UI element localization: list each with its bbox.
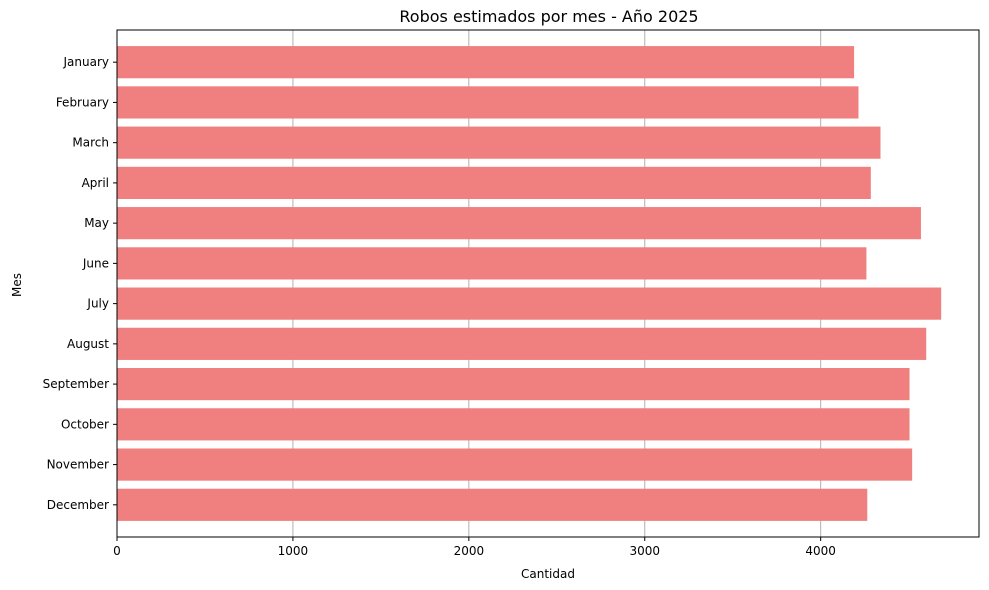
x-tick-label: 1000 [278, 544, 309, 558]
y-tick-label: September [43, 377, 109, 391]
x-tick-label: 4000 [805, 544, 836, 558]
y-axis-label: Mes [10, 273, 24, 297]
x-tick-label: 0 [113, 544, 121, 558]
bar [117, 327, 927, 360]
y-tick-label: June [82, 256, 109, 270]
bar [117, 287, 942, 320]
bar [117, 207, 921, 240]
ticks: 0 1000 2000 3000 4000 January February March Apr… [43, 55, 836, 558]
y-tick-label: November [47, 458, 109, 472]
bars [117, 46, 942, 521]
bar [117, 46, 855, 79]
bar [117, 86, 859, 119]
x-tick-label: 2000 [454, 544, 485, 558]
y-tick-label: July [86, 297, 109, 311]
y-tick-label: April [82, 176, 109, 190]
y-tick-label: December [47, 498, 109, 512]
bar [117, 488, 868, 521]
bar [117, 247, 867, 280]
plot-frame [116, 29, 980, 538]
bar [117, 448, 913, 481]
x-tick-label: 3000 [629, 544, 660, 558]
bar [117, 126, 881, 159]
y-tick-label: March [72, 136, 109, 150]
y-tick-label: February [56, 95, 109, 109]
y-tick-label: May [84, 216, 109, 230]
y-tick-label: August [67, 337, 109, 351]
bar [117, 408, 910, 441]
y-tick-label: January [63, 55, 110, 69]
y-tick-label: October [61, 417, 109, 431]
bar [117, 368, 910, 401]
x-axis-label: Cantidad [521, 567, 575, 581]
bar [117, 166, 871, 199]
chart-title: Robos estimados por mes - Año 2025 [399, 7, 698, 26]
